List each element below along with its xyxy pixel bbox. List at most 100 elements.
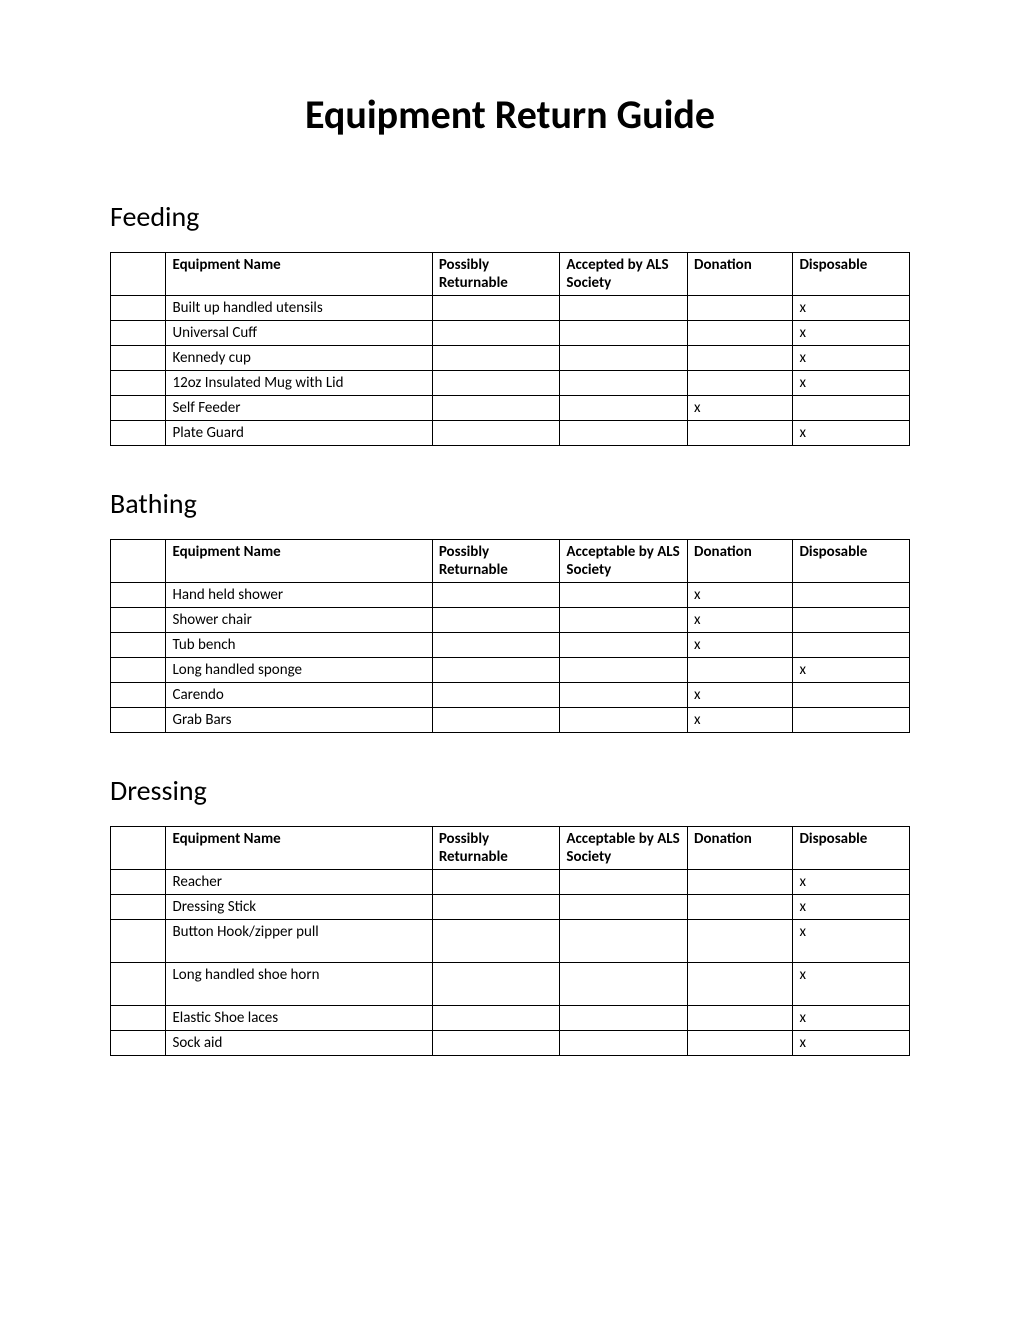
cell-possibly-returnable <box>432 870 560 895</box>
cell-blank <box>111 708 166 733</box>
cell-possibly-returnable <box>432 633 560 658</box>
cell-donation <box>688 421 793 446</box>
cell-donation <box>688 895 793 920</box>
feeding-tbody: Built up handled utensils xUniversal Cuff… <box>111 296 910 446</box>
cell-accepted <box>560 608 688 633</box>
cell-disposable: x <box>793 321 910 346</box>
table-row: Shower chairx <box>111 608 910 633</box>
cell-donation: x <box>688 708 793 733</box>
cell-donation <box>688 371 793 396</box>
cell-equipment-name: Elastic Shoe laces <box>166 1006 432 1031</box>
cell-donation <box>688 346 793 371</box>
table-row: Carendox <box>111 683 910 708</box>
table-row: Hand held shower x <box>111 583 910 608</box>
table-row: Universal Cuffx <box>111 321 910 346</box>
table-row: Grab Bars x <box>111 708 910 733</box>
cell-disposable: x <box>793 1006 910 1031</box>
cell-equipment-name: Tub bench <box>166 633 432 658</box>
cell-accepted <box>560 963 688 1006</box>
table-row: Long handled spongex <box>111 658 910 683</box>
cell-blank <box>111 608 166 633</box>
dressing-tbody: ReacherxDressing StickxButton Hook/zippe… <box>111 870 910 1056</box>
cell-accepted <box>560 396 688 421</box>
cell-accepted <box>560 1031 688 1056</box>
cell-blank <box>111 895 166 920</box>
col-disposable: Disposable <box>793 827 910 870</box>
cell-blank <box>111 870 166 895</box>
cell-blank <box>111 583 166 608</box>
col-accepted: Accepted by ALS Society <box>560 253 688 296</box>
cell-possibly-returnable <box>432 583 560 608</box>
cell-blank <box>111 321 166 346</box>
table-row: Long handled shoe hornx <box>111 963 910 1006</box>
cell-blank <box>111 296 166 321</box>
cell-accepted <box>560 920 688 963</box>
cell-possibly-returnable <box>432 920 560 963</box>
cell-donation <box>688 296 793 321</box>
col-donation: Donation <box>688 253 793 296</box>
col-blank <box>111 827 166 870</box>
cell-donation <box>688 321 793 346</box>
cell-donation: x <box>688 583 793 608</box>
col-disposable: Disposable <box>793 253 910 296</box>
cell-accepted <box>560 421 688 446</box>
table-row: Plate Guardx <box>111 421 910 446</box>
section-heading: Bathing <box>110 486 910 521</box>
table-row: Reacherx <box>111 870 910 895</box>
cell-blank <box>111 920 166 963</box>
cell-disposable <box>793 633 910 658</box>
cell-equipment-name: Carendo <box>166 683 432 708</box>
cell-blank <box>111 1031 166 1056</box>
cell-disposable: x <box>793 895 910 920</box>
cell-donation <box>688 870 793 895</box>
cell-accepted <box>560 583 688 608</box>
table-row: Button Hook/zipper pullx <box>111 920 910 963</box>
table-row: Elastic Shoe laces x <box>111 1006 910 1031</box>
cell-disposable: x <box>793 963 910 1006</box>
cell-accepted <box>560 870 688 895</box>
bathing-table: Equipment Name Possibly Returnable Accep… <box>110 539 910 733</box>
cell-possibly-returnable <box>432 296 560 321</box>
cell-disposable: x <box>793 1031 910 1056</box>
table-row: Built up handled utensils x <box>111 296 910 321</box>
cell-disposable: x <box>793 296 910 321</box>
document-page: Equipment Return Guide Feeding Equipment… <box>0 0 1020 1196</box>
cell-blank <box>111 346 166 371</box>
cell-accepted <box>560 1006 688 1031</box>
cell-blank <box>111 1006 166 1031</box>
cell-blank <box>111 683 166 708</box>
cell-accepted <box>560 296 688 321</box>
table-row: Tub bench x <box>111 633 910 658</box>
cell-equipment-name: Self Feeder <box>166 396 432 421</box>
cell-equipment-name: Long handled sponge <box>166 658 432 683</box>
cell-accepted <box>560 895 688 920</box>
table-row: Sock aidx <box>111 1031 910 1056</box>
cell-accepted <box>560 708 688 733</box>
cell-disposable <box>793 396 910 421</box>
cell-blank <box>111 658 166 683</box>
cell-blank <box>111 963 166 1006</box>
page-title: Equipment Return Guide <box>110 90 910 139</box>
cell-possibly-returnable <box>432 895 560 920</box>
cell-donation: x <box>688 633 793 658</box>
table-header-row: Equipment Name Possibly Returnable Accep… <box>111 827 910 870</box>
table-row: Kennedy cupx <box>111 346 910 371</box>
section-heading: Dressing <box>110 773 910 808</box>
cell-donation <box>688 920 793 963</box>
cell-equipment-name: Built up handled utensils <box>166 296 432 321</box>
cell-accepted <box>560 371 688 396</box>
cell-equipment-name: Hand held shower <box>166 583 432 608</box>
cell-possibly-returnable <box>432 321 560 346</box>
col-disposable: Disposable <box>793 540 910 583</box>
cell-possibly-returnable <box>432 371 560 396</box>
section-heading: Feeding <box>110 199 910 234</box>
feeding-table: Equipment Name Possibly Returnable Accep… <box>110 252 910 446</box>
cell-donation <box>688 1006 793 1031</box>
cell-possibly-returnable <box>432 658 560 683</box>
cell-equipment-name: Grab Bars <box>166 708 432 733</box>
table-header-row: Equipment Name Possibly Returnable Accep… <box>111 540 910 583</box>
cell-donation: x <box>688 608 793 633</box>
col-equipment-name: Equipment Name <box>166 540 432 583</box>
cell-possibly-returnable <box>432 1031 560 1056</box>
cell-possibly-returnable <box>432 963 560 1006</box>
